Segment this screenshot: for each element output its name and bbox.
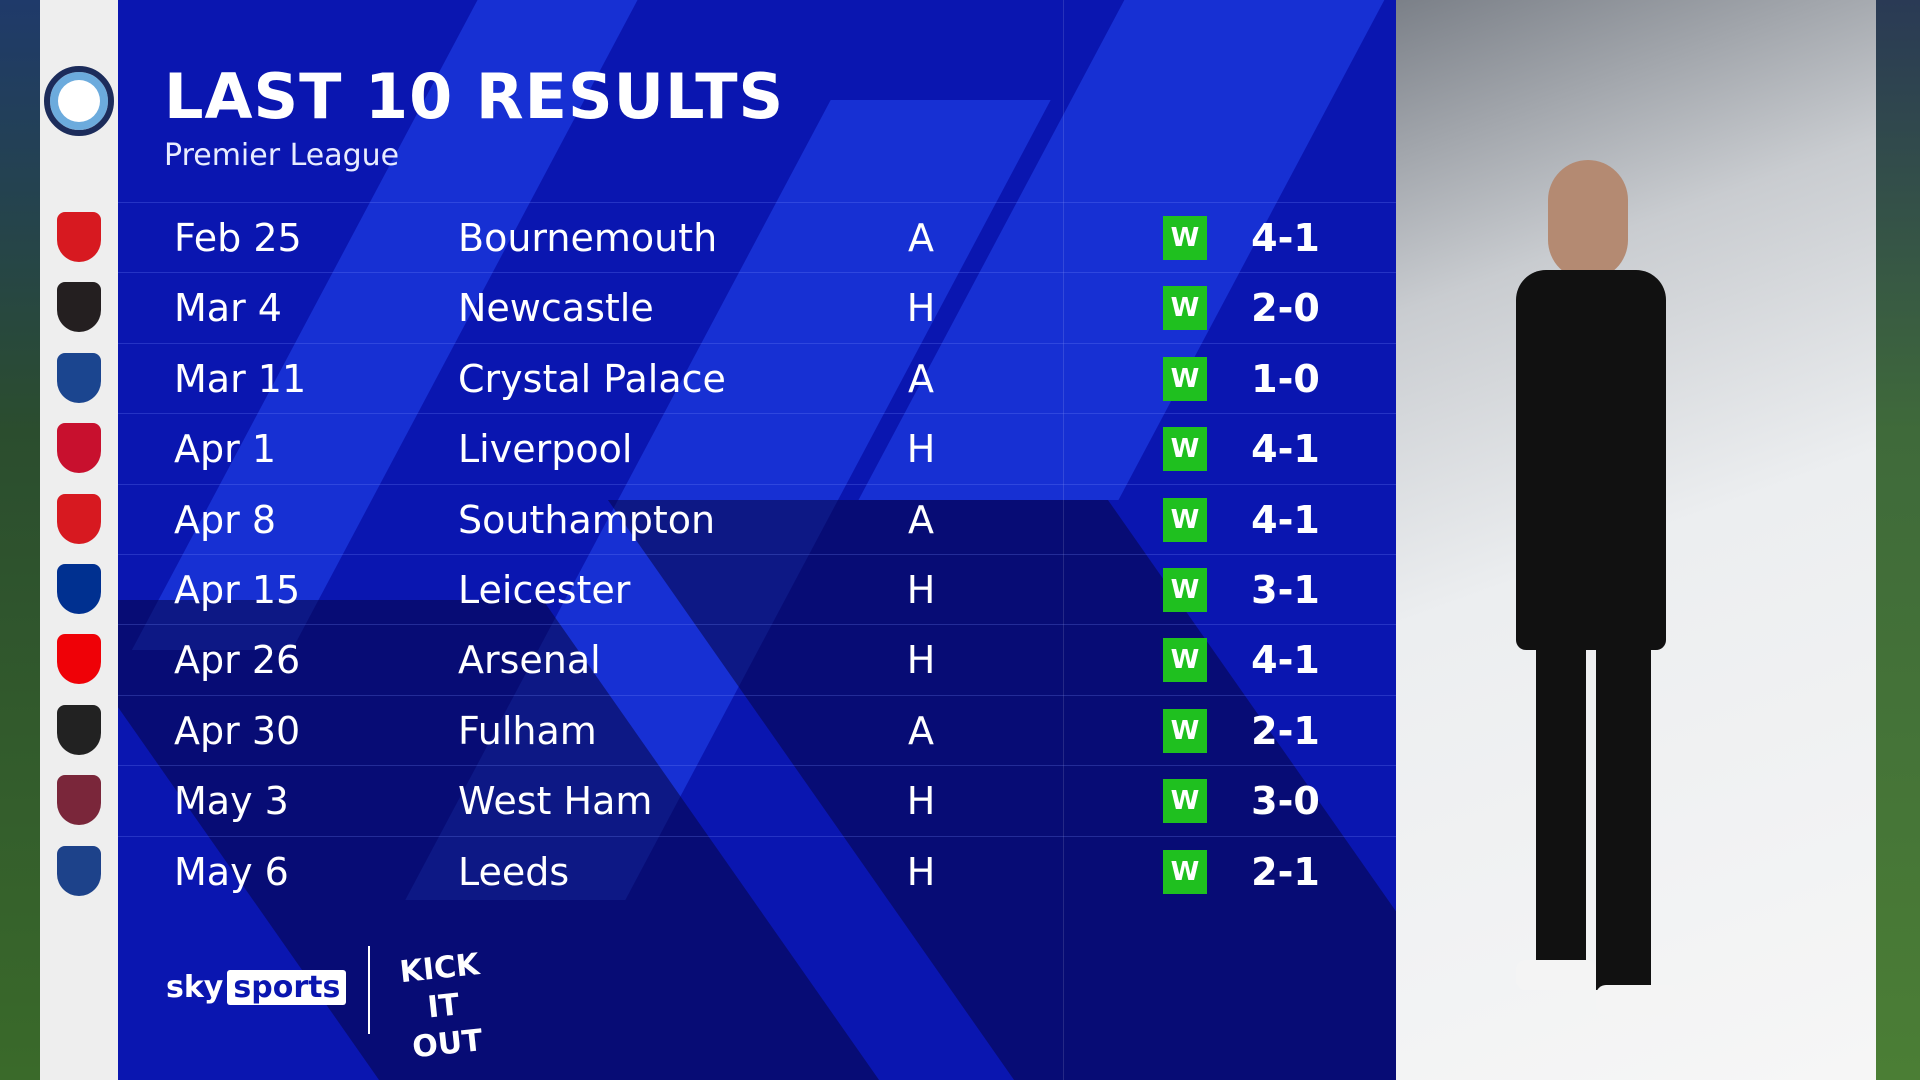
venue: H xyxy=(906,568,936,612)
opponent-crest-icon xyxy=(57,634,101,685)
opponent-crest-icon xyxy=(57,564,101,614)
kick-it-out-logo: KICK IT OUT xyxy=(396,946,488,1065)
match-date: Apr 15 xyxy=(174,568,301,612)
score: 4-1 xyxy=(1251,427,1320,472)
stadium-background-left xyxy=(0,0,40,1080)
opponent-name: Fulham xyxy=(458,708,597,753)
sports-logo-text: sports xyxy=(227,970,347,1005)
result-row: May 3 West Ham H W 3-0 xyxy=(118,765,1396,835)
match-date: Apr 30 xyxy=(174,708,301,753)
venue: H xyxy=(906,638,936,683)
result-row: Feb 25 Bournemouth A W 4-1 xyxy=(118,202,1396,272)
result-row: Apr 15 Leicester H W 3-1 xyxy=(118,554,1396,624)
opponent-name: Crystal Palace xyxy=(458,356,726,401)
match-date: May 6 xyxy=(174,849,289,894)
result-row: Apr 8 Southampton A W 4-1 xyxy=(118,483,1396,554)
footer-divider xyxy=(368,946,370,1034)
score: 1-0 xyxy=(1251,356,1320,401)
opponent-name: Southampton xyxy=(458,497,716,542)
match-date: Apr 26 xyxy=(174,638,301,683)
score: 4-1 xyxy=(1251,638,1320,683)
opponent-name: Leeds xyxy=(458,849,570,894)
opponent-name: Leicester xyxy=(458,568,631,612)
score: 2-0 xyxy=(1251,286,1320,331)
score: 4-1 xyxy=(1251,497,1320,542)
result-badge: W xyxy=(1163,356,1207,401)
opponent-name: Liverpool xyxy=(458,427,633,472)
opponent-crest-icon xyxy=(57,775,101,826)
score: 4-1 xyxy=(1251,216,1320,260)
score: 3-1 xyxy=(1251,568,1320,612)
result-row: Mar 4 Newcastle H W 2-0 xyxy=(118,272,1396,342)
competition-subtitle: Premier League xyxy=(164,138,400,173)
page-title: LAST 10 RESULTS xyxy=(164,60,785,133)
venue: H xyxy=(906,427,936,472)
result-badge: W xyxy=(1163,849,1207,894)
sky-logo-text: sky xyxy=(166,970,224,1005)
result-row: Apr 30 Fulham A W 2-1 xyxy=(118,694,1396,765)
opponent-name: Arsenal xyxy=(458,638,601,683)
opponent-crest-icon xyxy=(57,493,101,544)
opponent-crest-icon xyxy=(57,423,101,474)
score: 2-1 xyxy=(1251,849,1320,894)
opponent-crest-icon xyxy=(57,352,101,403)
kick-it-out-line: IT OUT xyxy=(410,987,485,1066)
opponent-crest-icon xyxy=(57,282,101,333)
venue: A xyxy=(908,497,934,542)
result-badge: W xyxy=(1163,427,1207,472)
venue: A xyxy=(908,216,934,260)
result-badge: W xyxy=(1163,568,1207,612)
opponent-name: West Ham xyxy=(458,779,653,824)
result-badge: W xyxy=(1163,216,1207,260)
result-badge: W xyxy=(1163,779,1207,824)
result-badge: W xyxy=(1163,497,1207,542)
result-badge: W xyxy=(1163,638,1207,683)
venue: A xyxy=(908,356,934,401)
opponent-crest-icon xyxy=(57,704,101,755)
result-row: May 6 Leeds H W 2-1 xyxy=(118,835,1396,906)
venue: H xyxy=(906,779,936,824)
result-row: Mar 11 Crystal Palace A W 1-0 xyxy=(118,342,1396,413)
score: 2-1 xyxy=(1251,708,1320,753)
result-row: Apr 26 Arsenal H W 4-1 xyxy=(118,624,1396,694)
opponent-crest-icon xyxy=(57,212,101,262)
opponent-name: Newcastle xyxy=(458,286,654,331)
opponent-name: Bournemouth xyxy=(458,216,718,260)
column-divider xyxy=(1063,0,1064,1080)
match-date: Apr 1 xyxy=(174,427,276,472)
match-date: Apr 8 xyxy=(174,497,276,542)
venue: A xyxy=(908,708,934,753)
manchester-city-crest-icon xyxy=(44,66,114,136)
sky-sports-logo: sky sports xyxy=(166,970,347,1005)
opponent-crest-icon xyxy=(57,845,101,896)
result-badge: W xyxy=(1163,708,1207,753)
result-badge: W xyxy=(1163,286,1207,331)
venue: H xyxy=(906,286,936,331)
score: 3-0 xyxy=(1251,779,1320,824)
stadium-background-right xyxy=(1876,0,1920,1080)
manager-photo xyxy=(1396,0,1876,1080)
match-date: Feb 25 xyxy=(174,216,302,260)
match-date: May 3 xyxy=(174,779,289,824)
result-row: Apr 1 Liverpool H W 4-1 xyxy=(118,413,1396,483)
match-date: Mar 4 xyxy=(174,286,282,331)
match-date: Mar 11 xyxy=(174,356,307,401)
venue: H xyxy=(906,849,936,894)
